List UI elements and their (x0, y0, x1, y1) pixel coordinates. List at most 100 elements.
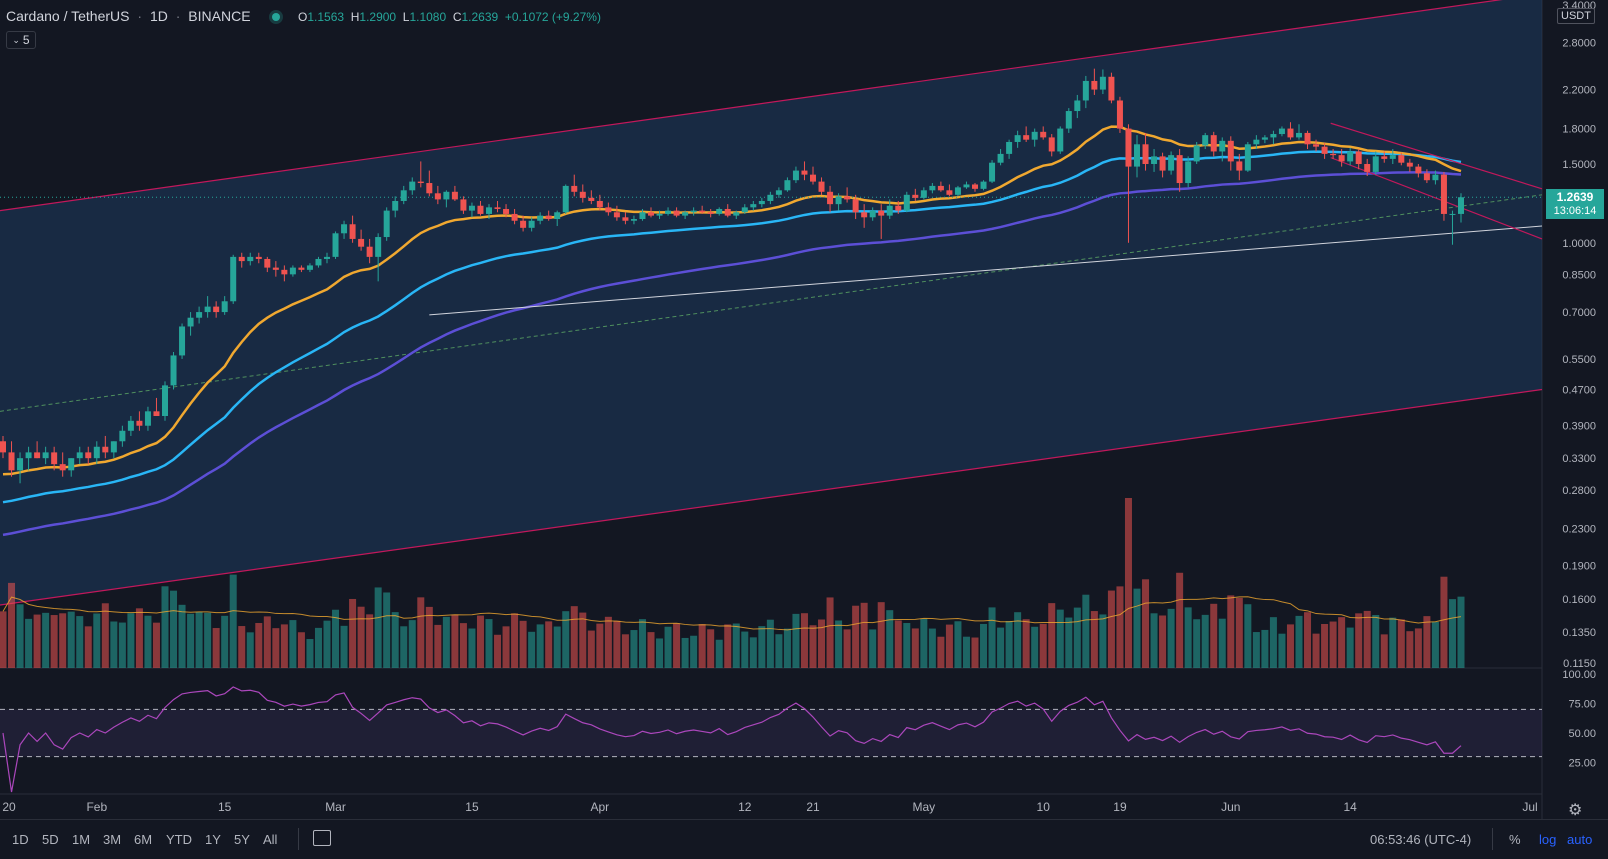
candle-body (85, 452, 92, 459)
log-scale-toggle[interactable]: log (1539, 832, 1557, 847)
volume-bar (681, 637, 689, 668)
price-tick-label: 1.8000 (1562, 124, 1596, 136)
volume-bar (1150, 613, 1158, 668)
volume-bar (1099, 614, 1107, 668)
volume-bar (553, 626, 561, 668)
volume-bar (332, 609, 340, 668)
volume-bar (630, 630, 638, 668)
volume-bar (144, 615, 152, 668)
volume-bar (212, 628, 220, 668)
range-1y[interactable]: 1Y (205, 832, 221, 847)
clock-readout[interactable]: 06:53:46 (UTC-4) (1370, 832, 1472, 847)
volume-bar (945, 624, 953, 668)
range-3m[interactable]: 3M (103, 832, 122, 847)
candle-body (920, 190, 927, 198)
indicator-count: 5 (22, 33, 30, 47)
volume-bar (297, 632, 305, 668)
candle-body (204, 306, 211, 313)
candle-body (153, 411, 160, 417)
indicators-toggle-button[interactable]: ⌄ 5 (6, 31, 36, 49)
symbol-header[interactable]: Cardano / TetherUS · 1D · BINANCE (6, 8, 284, 24)
range-5d[interactable]: 5D (42, 832, 59, 847)
candle-body (324, 256, 330, 259)
volume-bar (1167, 608, 1175, 668)
exchange-label: BINANCE (188, 8, 251, 24)
price-tick-label: 2.8000 (1562, 38, 1596, 50)
range-all[interactable]: All (263, 832, 278, 847)
percent-scale-toggle[interactable]: % (1509, 832, 1521, 847)
candle-body (255, 256, 262, 259)
candle-body (1236, 161, 1243, 171)
volume-bar (638, 619, 646, 668)
candle-body (1057, 128, 1064, 152)
candle-body (1278, 128, 1285, 135)
time-tick-label: 19 (1113, 800, 1127, 814)
candle-body (554, 212, 561, 220)
candlesticks (0, 68, 1464, 484)
candle-body (110, 441, 117, 453)
interval-label[interactable]: 1D (149, 8, 168, 24)
candle-body (997, 153, 1004, 163)
candle-body (238, 256, 245, 262)
volume-bar (1295, 615, 1303, 668)
candle-body (1423, 173, 1430, 181)
volume-bar (1355, 613, 1363, 668)
candle-body (17, 458, 24, 471)
range-5y[interactable]: 5Y (234, 832, 250, 847)
volume-bar (1107, 590, 1115, 668)
range-1d[interactable]: 1D (12, 832, 29, 847)
rsi-tick-label: 75.00 (1568, 699, 1596, 711)
close-value: 1.2639 (461, 10, 499, 24)
volume-bar (195, 612, 203, 668)
volume-bar (1039, 623, 1047, 668)
volume-bar (519, 620, 527, 668)
volume-bar (1278, 633, 1286, 668)
candle-body (119, 430, 126, 442)
candle-body (852, 199, 859, 213)
candle-body (511, 213, 518, 221)
candle-body (588, 197, 595, 201)
range-ytd[interactable]: YTD (166, 832, 192, 847)
volume-bar (852, 605, 860, 668)
candle-body (170, 355, 177, 386)
candle-body (1372, 156, 1379, 172)
candle-body (673, 210, 680, 216)
candle-body (1398, 155, 1405, 163)
candle-body (51, 452, 58, 465)
candle-body (187, 317, 194, 327)
volume-bar (33, 614, 41, 668)
volume-bar (587, 630, 595, 668)
volume-bar (562, 611, 570, 668)
volume-bar (809, 625, 817, 668)
volume-bar (1193, 619, 1201, 668)
go-to-date-icon[interactable] (313, 830, 331, 846)
volume-bar (1414, 628, 1422, 668)
symbol-name[interactable]: Cardano / TetherUS (6, 8, 130, 24)
chevron-down-icon: ⌄ (12, 34, 20, 45)
candle-body (1116, 100, 1123, 129)
volume-bar (451, 614, 459, 668)
volume-bar (468, 628, 476, 668)
candle-body (792, 170, 799, 181)
candle-body (1287, 128, 1294, 138)
auto-scale-toggle[interactable]: auto (1567, 832, 1593, 847)
gear-icon[interactable]: ⚙ (1568, 802, 1583, 819)
volume-bar (476, 615, 484, 668)
candle-body (1219, 140, 1226, 152)
range-1m[interactable]: 1M (72, 832, 91, 847)
volume-bar (118, 622, 126, 668)
candle-body (1176, 155, 1183, 184)
volume-bar (425, 606, 433, 668)
candle-body (1406, 162, 1413, 167)
range-6m[interactable]: 6M (134, 832, 153, 847)
candle-body (375, 237, 382, 257)
candle-body (434, 193, 441, 200)
volume-bar (886, 610, 894, 668)
currency-label[interactable]: USDT (1557, 8, 1595, 24)
candle-body (630, 219, 637, 221)
volume-bar (1176, 572, 1184, 668)
volume-bar (1321, 624, 1329, 668)
candle-body (810, 174, 816, 182)
candle-body (358, 238, 365, 247)
